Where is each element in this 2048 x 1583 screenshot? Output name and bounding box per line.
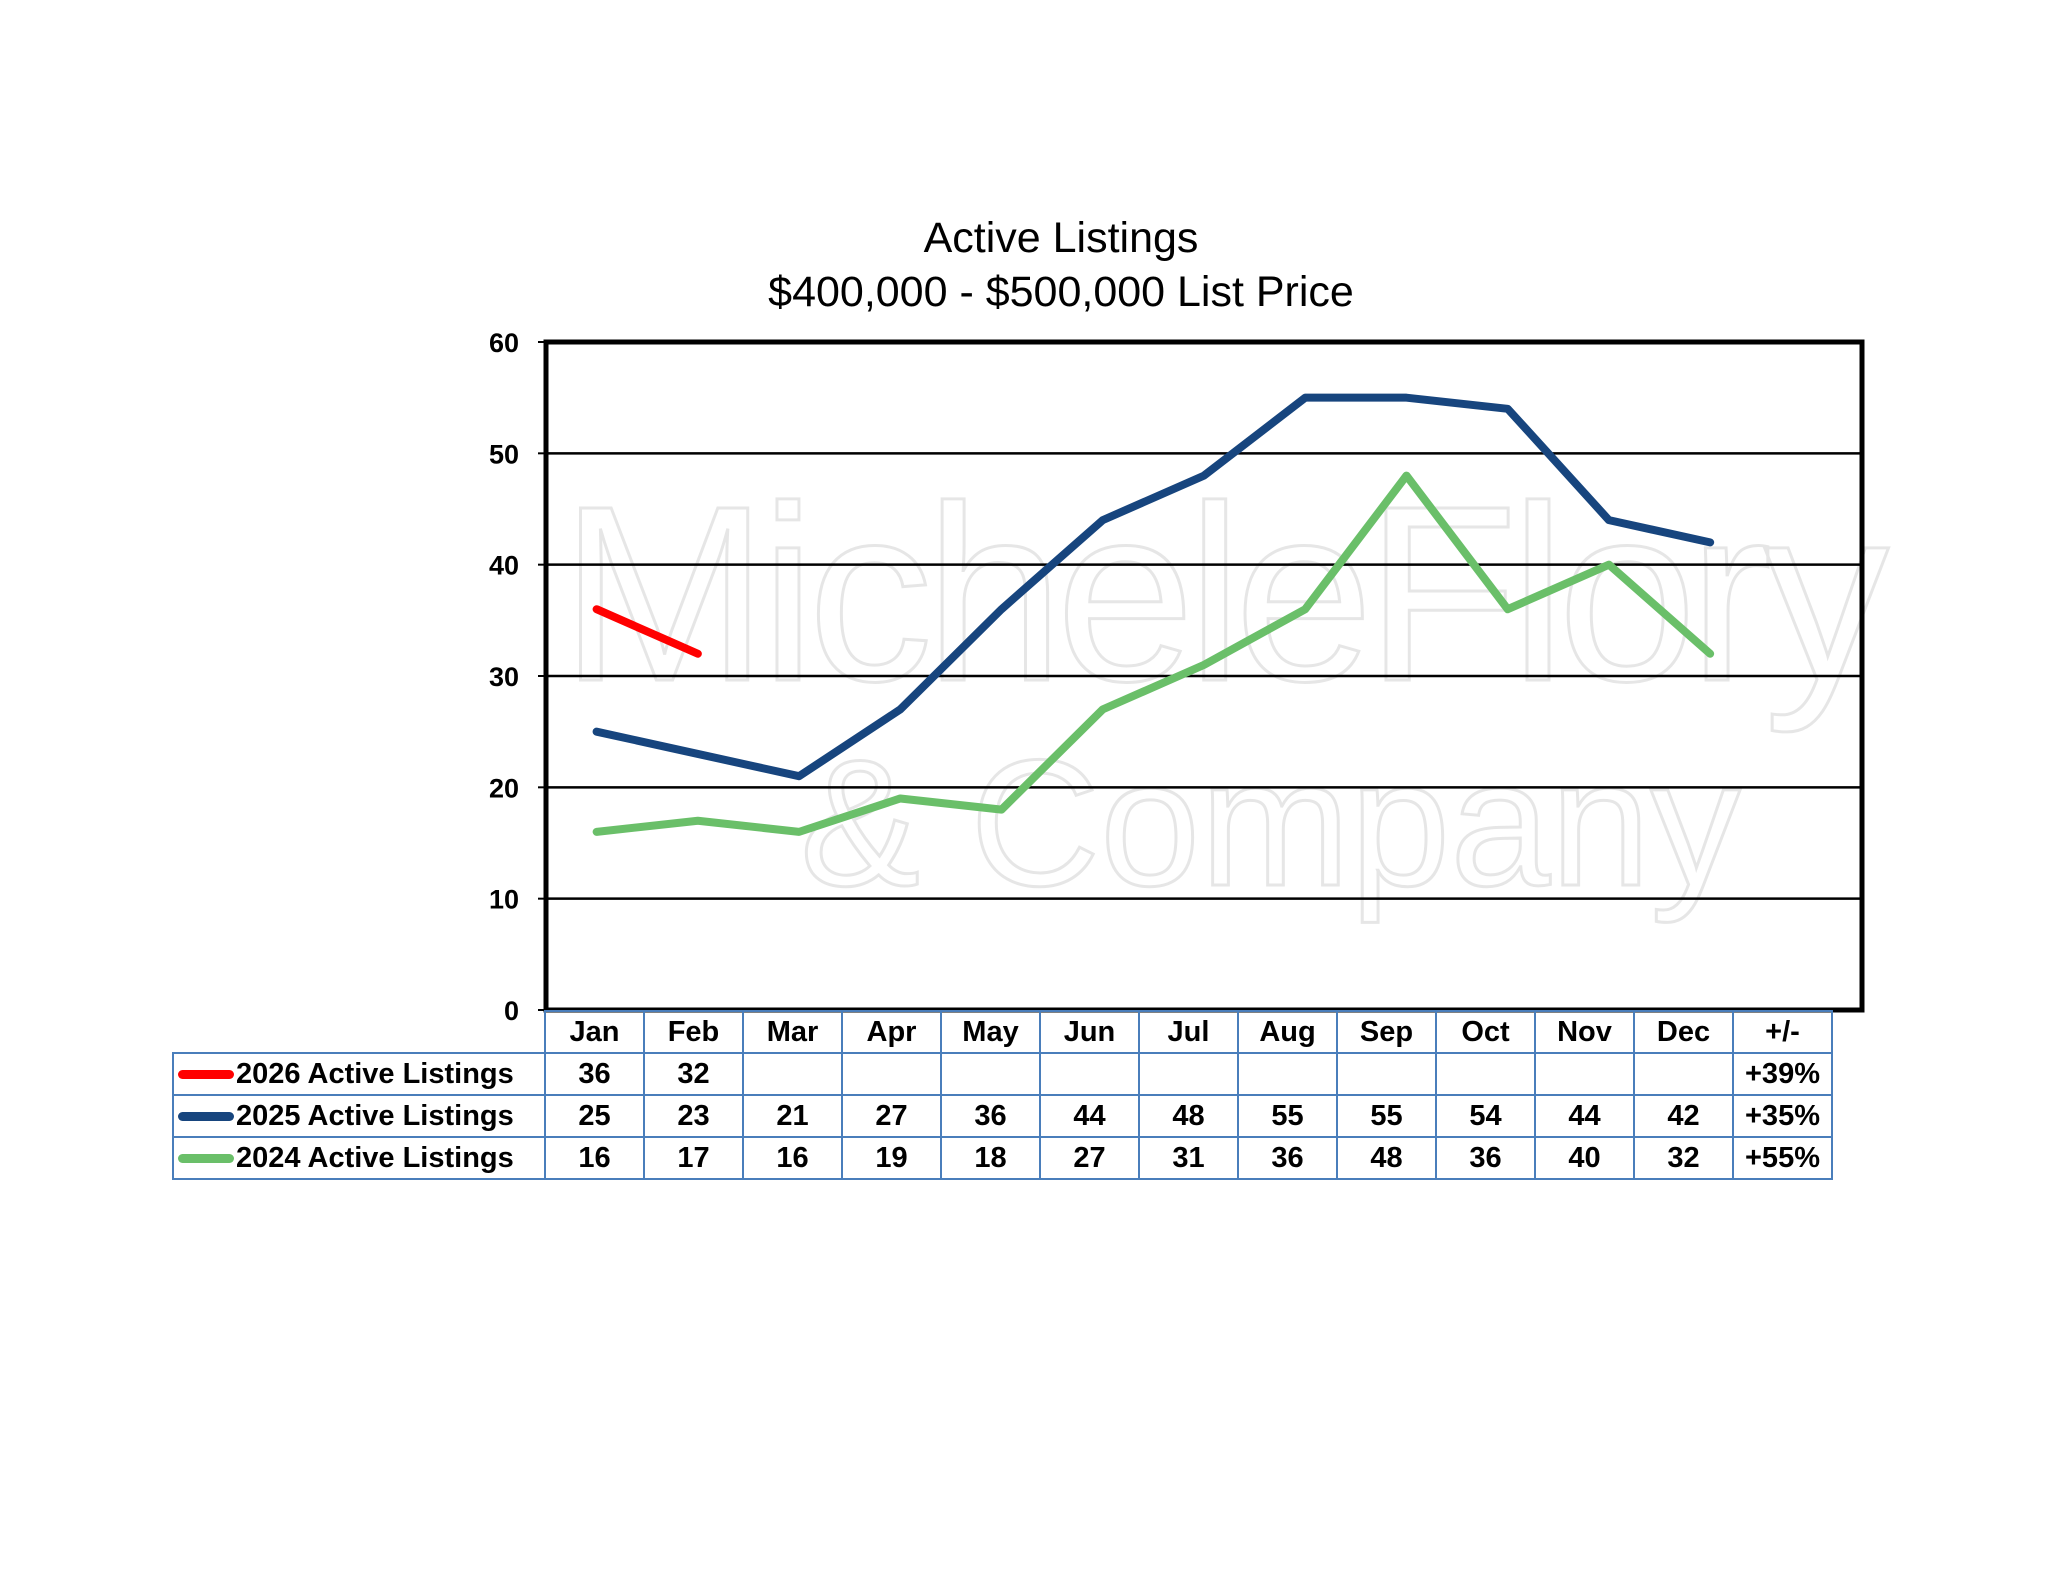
table-header-row: Jan Feb Mar Apr May Jun Jul Aug Sep Oct Nov Dec +/- <box>173 1010 1833 1054</box>
value-cell: 48 <box>1138 1094 1239 1138</box>
series-label: 2025 Active Listings <box>172 1094 546 1138</box>
value-cell: 23 <box>643 1094 744 1138</box>
change-cell: +39% <box>1732 1052 1833 1096</box>
value-cell <box>1336 1052 1437 1096</box>
value-cell: 17 <box>643 1136 744 1180</box>
value-cell: 40 <box>1534 1136 1635 1180</box>
chart-title: Active Listings <box>923 214 1199 262</box>
value-cell <box>940 1052 1041 1096</box>
value-cell: 21 <box>742 1094 843 1138</box>
value-cell: 36 <box>1435 1136 1536 1180</box>
month-header: May <box>940 1010 1041 1054</box>
y-tick-label: 10 <box>489 885 519 915</box>
value-cell: 55 <box>1336 1094 1437 1138</box>
series-name: 2026 Active Listings <box>236 1057 514 1090</box>
value-cell <box>1138 1052 1239 1096</box>
y-tick-label: 40 <box>489 551 519 581</box>
month-header: Mar <box>742 1010 843 1054</box>
watermark-logo-company: & Company <box>798 722 1741 926</box>
value-cell: 36 <box>1237 1136 1338 1180</box>
series-line-2025 <box>592 393 1715 781</box>
y-tick-label: 20 <box>489 773 519 803</box>
blank-cell <box>173 1011 546 1053</box>
series-name: 2025 Active Listings <box>236 1099 514 1132</box>
value-cell: 31 <box>1138 1136 1239 1180</box>
month-header: Jun <box>1039 1010 1140 1054</box>
value-cell: 16 <box>742 1136 843 1180</box>
month-header: Feb <box>643 1010 744 1054</box>
legend-swatch-icon <box>178 1112 234 1122</box>
y-tick-label: 50 <box>489 439 519 469</box>
value-cell: 55 <box>1237 1094 1338 1138</box>
month-header: Nov <box>1534 1010 1635 1054</box>
value-cell: 16 <box>544 1136 645 1180</box>
month-header: Jul <box>1138 1010 1239 1054</box>
value-cell: 27 <box>1039 1136 1140 1180</box>
table-row: 2024 Active Listings 16 17 16 19 18 27 31 36 48 36… <box>172 1136 1833 1180</box>
month-header: Aug <box>1237 1010 1338 1054</box>
month-header: Apr <box>841 1010 942 1054</box>
value-cell: 36 <box>940 1094 1041 1138</box>
y-tick-label: 60 <box>489 328 519 358</box>
value-cell: 44 <box>1039 1094 1140 1138</box>
legend-swatch-icon <box>178 1070 234 1080</box>
table-row: 2025 Active Listings 25 23 21 27 36 44 48 55 55 54… <box>172 1094 1833 1138</box>
data-table: Jan Feb Mar Apr May Jun Jul Aug Sep Oct Nov Dec +/- 2… <box>172 1010 1833 1180</box>
month-header: Oct <box>1435 1010 1536 1054</box>
value-cell <box>1039 1052 1140 1096</box>
series-line-2024 <box>592 471 1715 836</box>
plot-area <box>543 339 1865 1013</box>
series-line-2026 <box>592 605 702 658</box>
month-header: Sep <box>1336 1010 1437 1054</box>
value-cell: 36 <box>544 1052 645 1096</box>
value-cell <box>1435 1052 1536 1096</box>
series-name: 2024 Active Listings <box>236 1141 514 1174</box>
watermark-logo: MicheleFlory <box>559 453 1891 735</box>
change-cell: +35% <box>1732 1094 1833 1138</box>
value-cell: 44 <box>1534 1094 1635 1138</box>
value-cell: 42 <box>1633 1094 1734 1138</box>
series-label: 2026 Active Listings <box>172 1052 546 1096</box>
y-tick-label: 30 <box>489 662 519 692</box>
value-cell <box>841 1052 942 1096</box>
value-cell: 48 <box>1336 1136 1437 1180</box>
chart-subtitle: $400,000 - $500,000 List Price <box>768 268 1354 316</box>
value-cell: 54 <box>1435 1094 1536 1138</box>
change-cell: +55% <box>1732 1136 1833 1180</box>
value-cell <box>1633 1052 1734 1096</box>
value-cell <box>1237 1052 1338 1096</box>
value-cell <box>742 1052 843 1096</box>
value-cell: 18 <box>940 1136 1041 1180</box>
legend-swatch-icon <box>178 1154 234 1164</box>
value-cell: 19 <box>841 1136 942 1180</box>
month-header: Jan <box>544 1010 645 1054</box>
value-cell: 27 <box>841 1094 942 1138</box>
series-label: 2024 Active Listings <box>172 1136 546 1180</box>
value-cell: 32 <box>643 1052 744 1096</box>
month-header: Dec <box>1633 1010 1734 1054</box>
change-header: +/- <box>1732 1010 1833 1054</box>
value-cell: 25 <box>544 1094 645 1138</box>
value-cell <box>1534 1052 1635 1096</box>
value-cell: 32 <box>1633 1136 1734 1180</box>
table-row: 2026 Active Listings 36 32 +39% <box>172 1052 1833 1096</box>
